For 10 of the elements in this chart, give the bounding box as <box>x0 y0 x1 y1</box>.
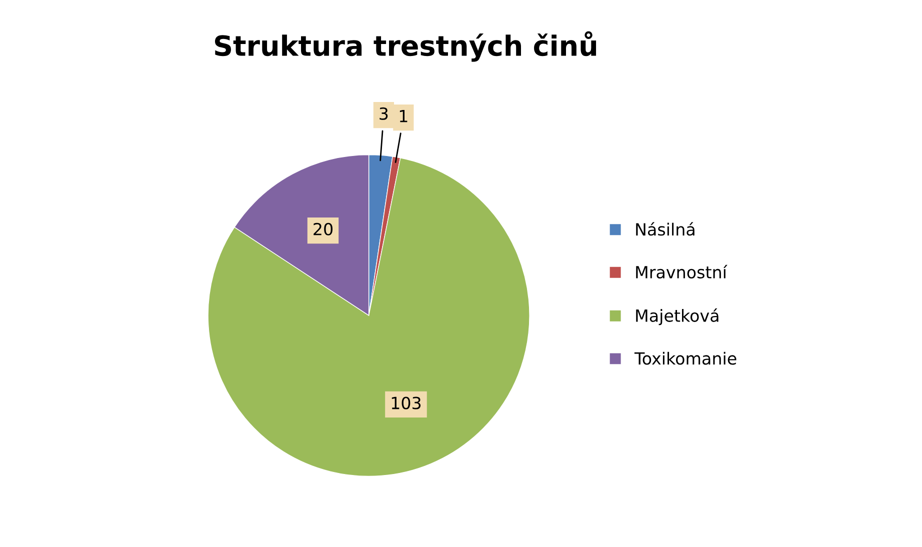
chart-title: Struktura trestných činů <box>215 31 596 62</box>
data-label: 103 <box>392 396 421 410</box>
legend-label: Mravnostní <box>636 264 728 278</box>
pie-slice <box>208 158 530 477</box>
data-label: 20 <box>314 222 332 236</box>
data-label: 1 <box>400 110 408 122</box>
legend-label: Majetková <box>636 308 718 326</box>
data-label: 3 <box>380 107 388 120</box>
legend-label: Násilná <box>636 222 694 236</box>
legend-label: Toxikomanie <box>634 352 736 365</box>
